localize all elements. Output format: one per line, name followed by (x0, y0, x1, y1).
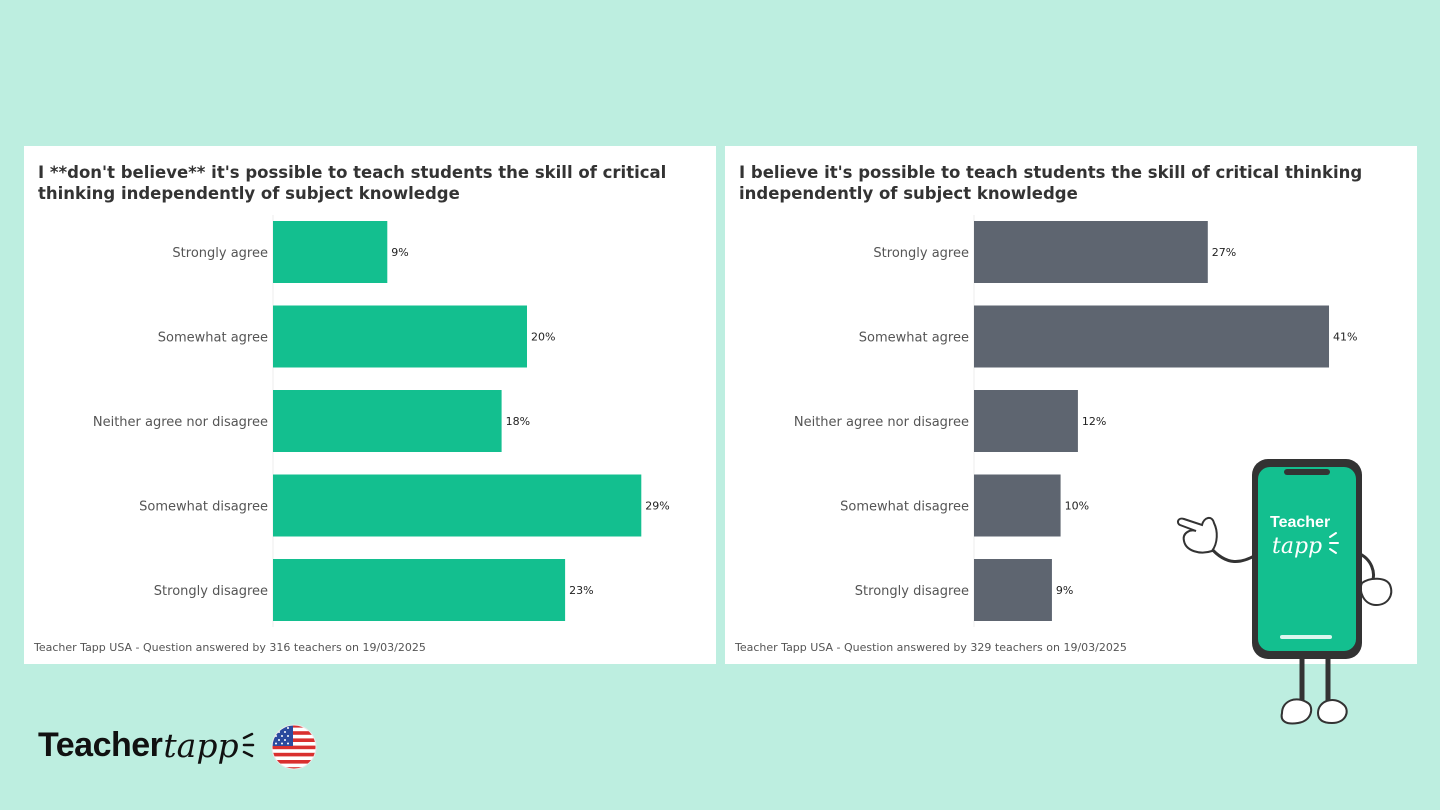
value-label-right-1: 41% (1333, 331, 1357, 344)
category-label-right-3: Somewhat disagree (840, 500, 969, 515)
category-label-right-2: Neither agree nor disagree (794, 415, 969, 430)
chart-panel-right: I believe it's possible to teach student… (725, 146, 1417, 664)
chart-panel-left: I **don't believe** it's possible to tea… (24, 146, 716, 664)
bar-left-3 (273, 474, 642, 537)
category-label-left-1: Somewhat agree (158, 331, 268, 346)
chart-footer-left: Teacher Tapp USA - Question answered by … (34, 641, 426, 654)
category-label-right-0: Strongly agree (873, 246, 969, 261)
bar-chart-left: Strongly agree 9% Somewhat agree 20% Neither… (93, 215, 670, 627)
bar-left-1 (273, 305, 527, 368)
bar-chart-right: Strongly agree 27% Somewhat agree 41% Neithe… (794, 215, 1357, 627)
value-label-right-2: 12% (1082, 415, 1106, 428)
chart-footer-right: Teacher Tapp USA - Question answered by … (735, 641, 1127, 654)
bar-left-4 (273, 559, 566, 621)
category-label-left-0: Strongly agree (172, 246, 268, 261)
mascot-text-1: Teacher (1270, 514, 1330, 531)
mascot-text-2: tapp (1272, 534, 1322, 559)
category-label-left-4: Strongly disagree (154, 584, 268, 599)
value-label-left-2: 18% (506, 415, 530, 428)
value-label-left-4: 23% (569, 584, 593, 597)
us-flag-icon (271, 724, 317, 770)
bar-right-0 (974, 221, 1208, 283)
value-label-left-1: 20% (531, 331, 555, 344)
category-label-left-2: Neither agree nor disagree (93, 415, 268, 430)
category-label-left-3: Somewhat disagree (139, 500, 268, 515)
category-label-right-1: Somewhat agree (859, 331, 969, 346)
teacher-tapp-logo: Teacher tapp (38, 722, 255, 768)
bar-left-0 (273, 221, 388, 283)
phone-mascot-illustration: Teacher tapp (1176, 459, 1393, 725)
value-label-left-0: 9% (391, 246, 408, 259)
chart-title-right: I believe it's possible to teach student… (739, 163, 1363, 203)
pointing-hand-icon (1176, 517, 1218, 554)
chart-title-left: I **don't believe** it's possible to tea… (38, 163, 667, 203)
value-label-right-4: 9% (1056, 584, 1073, 597)
bar-right-2 (974, 390, 1078, 452)
bar-right-1 (974, 305, 1330, 368)
bar-right-3 (974, 474, 1061, 537)
value-label-left-3: 29% (645, 500, 669, 513)
category-label-right-4: Strongly disagree (855, 584, 969, 599)
value-label-right-3: 10% (1065, 500, 1089, 513)
value-label-right-0: 27% (1212, 246, 1236, 259)
logo-script: tapp (163, 725, 239, 765)
mascot-sparks-icon (1329, 532, 1339, 554)
bar-left-2 (273, 390, 502, 452)
bar-right-4 (974, 559, 1052, 621)
sparks-icon (242, 732, 254, 758)
logo-word: Teacher (38, 725, 163, 764)
